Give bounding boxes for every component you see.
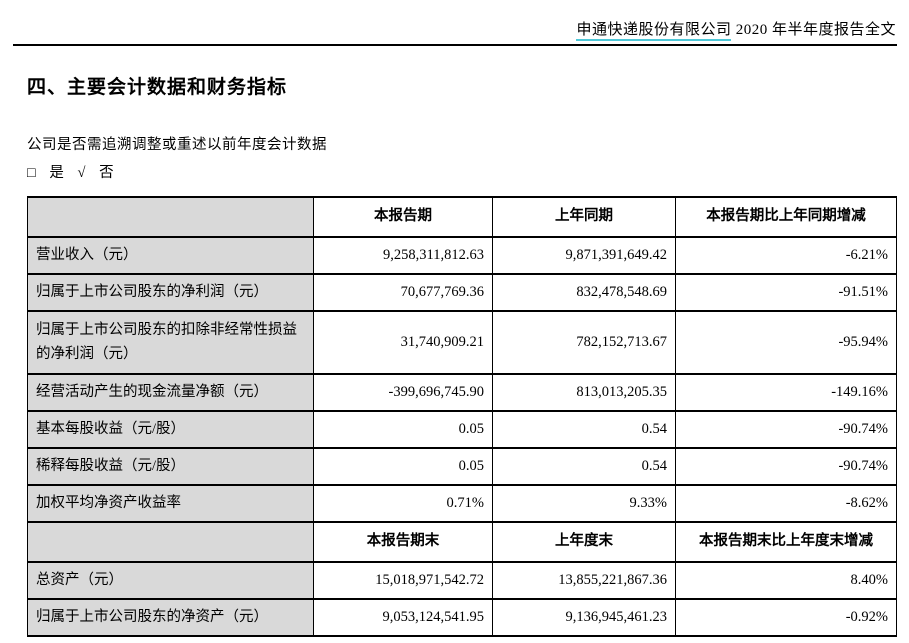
col-header-eop-change: 本报告期末比上年度末增减 xyxy=(675,521,897,563)
header-divider xyxy=(13,44,897,46)
col-header-current-period-end: 本报告期末 xyxy=(313,521,493,563)
current-value: 0.71% xyxy=(313,484,493,523)
col-header-prior-year-end: 上年度末 xyxy=(492,521,676,563)
company-name-link[interactable]: 申通快递股份有限公司 xyxy=(576,22,732,41)
table-row: 归属于上市公司股东的净资产（元） 9,053,124,541.95 9,136,… xyxy=(27,598,897,637)
change-value: -95.94% xyxy=(675,310,897,375)
eop-header-row: 本报告期末 上年度末 本报告期末比上年度末增减 xyxy=(27,521,897,563)
blank-cell xyxy=(27,196,314,238)
current-value: 70,677,769.36 xyxy=(313,273,493,312)
change-value: -8.62% xyxy=(675,484,897,523)
restatement-answer: □ 是 √ 否 xyxy=(27,161,123,182)
table-row: 加权平均净资产收益率 0.71% 9.33% -8.62% xyxy=(27,484,897,523)
change-value: -91.51% xyxy=(675,273,897,312)
blank-cell xyxy=(27,521,314,563)
table-row: 稀释每股收益（元/股） 0.05 0.54 -90.74% xyxy=(27,447,897,486)
answer-yes-label: 是 xyxy=(49,165,65,181)
current-value: -399,696,745.90 xyxy=(313,373,493,412)
table-row: 归属于上市公司股东的净利润（元） 70,677,769.36 832,478,5… xyxy=(27,273,897,312)
change-value: -0.92% xyxy=(675,598,897,637)
section-title: 四、主要会计数据和财务指标 xyxy=(27,77,288,98)
change-value: -90.74% xyxy=(675,410,897,449)
change-value: -90.74% xyxy=(675,447,897,486)
table-row: 营业收入（元） 9,258,311,812.63 9,871,391,649.4… xyxy=(27,236,897,275)
row-label: 稀释每股收益（元/股） xyxy=(27,447,314,486)
restatement-question: 公司是否需追溯调整或重述以前年度会计数据 xyxy=(27,137,327,153)
current-value: 0.05 xyxy=(313,410,493,449)
current-value: 9,258,311,812.63 xyxy=(313,236,493,275)
checkbox-empty-icon: □ xyxy=(27,165,37,181)
table-row: 归属于上市公司股东的扣除非经常性损益的净利润（元） 31,740,909.21 … xyxy=(27,310,897,375)
prior-value: 13,855,221,867.36 xyxy=(492,561,676,600)
page-header: 申通快递股份有限公司 2020 年半年度报告全文 xyxy=(576,18,896,41)
checkmark-icon: √ xyxy=(77,165,86,181)
row-label: 营业收入（元） xyxy=(27,236,314,275)
prior-value: 9.33% xyxy=(492,484,676,523)
table-row: 基本每股收益（元/股） 0.05 0.54 -90.74% xyxy=(27,410,897,449)
prior-value: 0.54 xyxy=(492,447,676,486)
row-label: 总资产（元） xyxy=(27,561,314,600)
change-value: -149.16% xyxy=(675,373,897,412)
answer-no-label: 否 xyxy=(99,165,115,181)
row-label: 经营活动产生的现金流量净额（元） xyxy=(27,373,314,412)
key-financials-table: 本报告期 上年同期 本报告期比上年同期增减 营业收入（元） 9,258,311,… xyxy=(27,196,897,637)
prior-value: 813,013,205.35 xyxy=(492,373,676,412)
prior-value: 9,871,391,649.42 xyxy=(492,236,676,275)
table-row: 经营活动产生的现金流量净额（元） -399,696,745.90 813,013… xyxy=(27,373,897,412)
row-label: 归属于上市公司股东的扣除非经常性损益的净利润（元） xyxy=(27,310,314,375)
prior-value: 832,478,548.69 xyxy=(492,273,676,312)
report-title-text: 2020 年半年度报告全文 xyxy=(735,22,896,38)
period-header-row: 本报告期 上年同期 本报告期比上年同期增减 xyxy=(27,196,897,238)
change-value: 8.40% xyxy=(675,561,897,600)
row-label: 归属于上市公司股东的净资产（元） xyxy=(27,598,314,637)
current-value: 31,740,909.21 xyxy=(313,310,493,375)
col-header-prior-period: 上年同期 xyxy=(492,196,676,238)
row-label: 归属于上市公司股东的净利润（元） xyxy=(27,273,314,312)
row-label: 加权平均净资产收益率 xyxy=(27,484,314,523)
prior-value: 782,152,713.67 xyxy=(492,310,676,375)
row-label: 基本每股收益（元/股） xyxy=(27,410,314,449)
prior-value: 0.54 xyxy=(492,410,676,449)
col-header-period-change: 本报告期比上年同期增减 xyxy=(675,196,897,238)
col-header-current-period: 本报告期 xyxy=(313,196,493,238)
prior-value: 9,136,945,461.23 xyxy=(492,598,676,637)
change-value: -6.21% xyxy=(675,236,897,275)
current-value: 9,053,124,541.95 xyxy=(313,598,493,637)
current-value: 15,018,971,542.72 xyxy=(313,561,493,600)
table-row: 总资产（元） 15,018,971,542.72 13,855,221,867.… xyxy=(27,561,897,600)
current-value: 0.05 xyxy=(313,447,493,486)
